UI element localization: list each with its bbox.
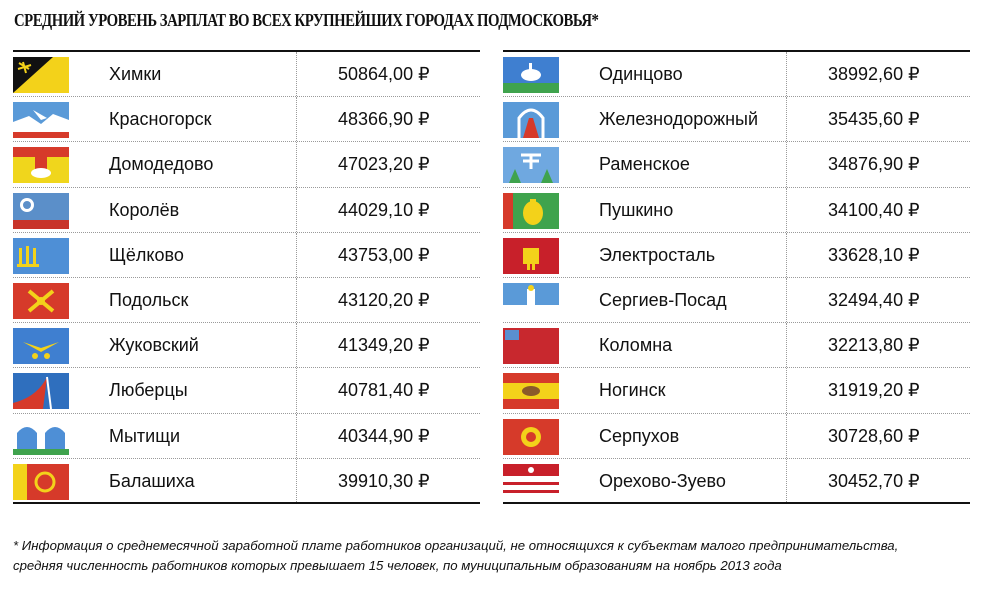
table-row: Химки 50864,00 ₽: [13, 52, 480, 98]
table-row: Пушкино 34100,40 ₽: [503, 187, 970, 233]
city-name: Королёв: [109, 199, 180, 220]
balashikha-flag-icon: [13, 463, 69, 500]
salary-value: 31919,20 ₽: [828, 380, 920, 401]
table-row: Железнодорожный 35435,60 ₽: [503, 97, 970, 143]
salary-value: 30728,60 ₽: [828, 425, 920, 446]
salary-value: 32213,80 ₽: [828, 335, 920, 356]
city-name: Раменское: [599, 154, 690, 175]
city-name: Пушкино: [599, 199, 674, 220]
krasnogorsk-flag-icon: [13, 102, 69, 139]
table-row: Красногорск 48366,90 ₽: [13, 97, 480, 143]
city-name: Ногинск: [599, 380, 666, 401]
salary-value: 30452,70 ₽: [828, 470, 920, 491]
salary-value: 48366,90 ₽: [338, 109, 430, 130]
table-row: Щёлково 43753,00 ₽: [13, 232, 480, 278]
salary-value: 35435,60 ₽: [828, 109, 920, 130]
city-name: Орехово-Зуево: [599, 470, 726, 491]
elektrostal-flag-icon: [503, 237, 559, 274]
city-name: Железнодорожный: [599, 109, 759, 130]
table-row: Коломна 32213,80 ₽: [503, 323, 970, 369]
salary-value: 47023,20 ₽: [338, 154, 430, 175]
table-row: Электросталь 33628,10 ₽: [503, 232, 970, 278]
salary-value: 41349,20 ₽: [338, 335, 430, 356]
city-name: Балашиха: [109, 470, 195, 491]
footnote: * Информация о среднемесячной заработной…: [13, 536, 898, 576]
table-row: Мытищи 40344,90 ₽: [13, 413, 480, 459]
salary-value: 43753,00 ₽: [338, 244, 430, 265]
city-name: Домодедово: [109, 154, 214, 175]
city-name: Коломна: [599, 335, 673, 356]
salary-table-left: Химки 50864,00 ₽ Красногорск 48366,90 ₽ …: [13, 50, 480, 504]
podolsk-flag-icon: [13, 282, 69, 319]
pushkino-flag-icon: [503, 192, 559, 229]
city-name: Люберцы: [109, 380, 188, 401]
salary-value: 38992,60 ₽: [828, 64, 920, 84]
salary-value: 40781,40 ₽: [338, 380, 430, 401]
salary-value: 32494,40 ₽: [828, 289, 920, 310]
table-row: Жуковский 41349,20 ₽: [13, 323, 480, 369]
table-row: Сергиев-Посад 32494,40 ₽: [503, 277, 970, 324]
table-row: Одинцово 38992,60 ₽: [503, 52, 970, 98]
table-row: Раменское 34876,90 ₽: [503, 142, 970, 188]
city-name: Красногорск: [109, 109, 212, 130]
table-row: Орехово-Зуево 30452,70 ₽: [503, 458, 970, 504]
table-row: Подольск 43120,20 ₽: [13, 277, 480, 324]
city-name: Химки: [109, 64, 162, 84]
salary-value: 40344,90 ₽: [338, 425, 430, 446]
salary-value: 44029,10 ₽: [338, 199, 430, 220]
domodedovo-flag-icon: [13, 147, 69, 184]
footnote-line-1: * Информация о среднемесячной заработной…: [13, 538, 899, 553]
salary-value: 34876,90 ₽: [828, 154, 920, 175]
serpukhov-flag-icon: [503, 418, 559, 455]
city-name: Подольск: [109, 289, 189, 310]
footnote-line-2: средняя численность работников которых п…: [13, 558, 782, 573]
zhukovsky-flag-icon: [13, 328, 69, 365]
shchelkovo-flag-icon: [13, 237, 69, 274]
city-name: Серпухов: [599, 425, 680, 446]
kolomna-flag-icon: [503, 328, 559, 365]
city-name: Щёлково: [109, 244, 184, 265]
city-name: Сергиев-Посад: [599, 289, 727, 310]
table-row: Серпухов 30728,60 ₽: [503, 413, 970, 459]
salary-value: 33628,10 ₽: [828, 244, 920, 265]
lyubertsy-flag-icon: [13, 373, 69, 410]
khimki-flag-icon: [13, 57, 69, 93]
salary-value: 50864,00 ₽: [338, 64, 430, 84]
table-row: Ногинск 31919,20 ₽: [503, 368, 970, 414]
salary-value: 34100,40 ₽: [828, 199, 920, 220]
salary-value: 39910,30 ₽: [338, 470, 430, 491]
sergiev-posad-flag-icon: [503, 282, 559, 319]
table-row: Балашиха 39910,30 ₽: [13, 458, 480, 504]
city-name: Мытищи: [109, 425, 181, 446]
korolev-flag-icon: [13, 192, 69, 229]
salary-table-right: Одинцово 38992,60 ₽ Железнодорожный 3543…: [503, 50, 970, 504]
city-name: Жуковский: [109, 335, 199, 356]
table-row: Домодедово 47023,20 ₽: [13, 142, 480, 188]
zheleznodorozhny-flag-icon: [503, 102, 559, 139]
table-row: Люберцы 40781,40 ₽: [13, 368, 480, 414]
odintsovo-flag-icon: [503, 57, 559, 93]
table-row: Королёв 44029,10 ₽: [13, 187, 480, 233]
city-name: Одинцово: [599, 64, 683, 84]
noginsk-flag-icon: [503, 373, 559, 410]
page-title: СРЕДНИЙ УРОВЕНЬ ЗАРПЛАТ ВО ВСЕХ КРУПНЕЙШ…: [14, 10, 599, 30]
city-name: Электросталь: [599, 244, 716, 265]
ramenskoye-flag-icon: [503, 147, 559, 184]
mytishchi-flag-icon: [13, 418, 69, 455]
salary-value: 43120,20 ₽: [338, 289, 430, 310]
orekhovo-zuevo-flag-icon: [503, 463, 559, 500]
